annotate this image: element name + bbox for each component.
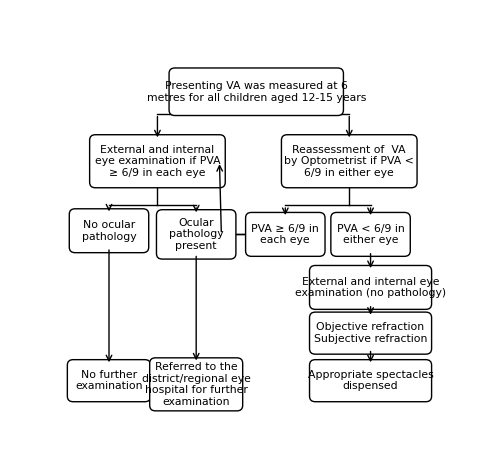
FancyBboxPatch shape	[282, 135, 417, 188]
Text: Objective refraction
Subjective refraction: Objective refraction Subjective refracti…	[314, 323, 427, 344]
FancyBboxPatch shape	[169, 68, 344, 115]
FancyBboxPatch shape	[310, 266, 432, 309]
Text: Appropriate spectacles
dispensed: Appropriate spectacles dispensed	[308, 370, 434, 391]
Text: PVA ≥ 6/9 in
each eye: PVA ≥ 6/9 in each eye	[252, 224, 319, 245]
FancyBboxPatch shape	[310, 312, 432, 354]
Text: Ocular
pathology
present: Ocular pathology present	[169, 218, 224, 251]
FancyBboxPatch shape	[150, 358, 242, 411]
Text: External and internal eye
examination (no pathology): External and internal eye examination (n…	[295, 276, 446, 298]
Text: No further
examination: No further examination	[75, 370, 143, 391]
FancyBboxPatch shape	[156, 209, 236, 259]
FancyBboxPatch shape	[68, 360, 150, 402]
Text: Reassessment of  VA
by Optometrist if PVA <
6/9 in either eye: Reassessment of VA by Optometrist if PVA…	[284, 145, 414, 178]
FancyBboxPatch shape	[310, 360, 432, 402]
FancyBboxPatch shape	[90, 135, 225, 188]
Text: No ocular
pathology: No ocular pathology	[82, 220, 136, 241]
Text: Presenting VA was measured at 6
metres for all children aged 12-15 years: Presenting VA was measured at 6 metres f…	[146, 81, 366, 103]
FancyBboxPatch shape	[246, 212, 325, 256]
FancyBboxPatch shape	[331, 212, 410, 256]
Text: Referred to the
district/regional eye
hospital for further
examination: Referred to the district/regional eye ho…	[142, 362, 250, 407]
FancyBboxPatch shape	[70, 209, 148, 253]
Text: PVA < 6/9 in
either eye: PVA < 6/9 in either eye	[336, 224, 404, 245]
Text: External and internal
eye examination if PVA
≥ 6/9 in each eye: External and internal eye examination if…	[94, 145, 220, 178]
